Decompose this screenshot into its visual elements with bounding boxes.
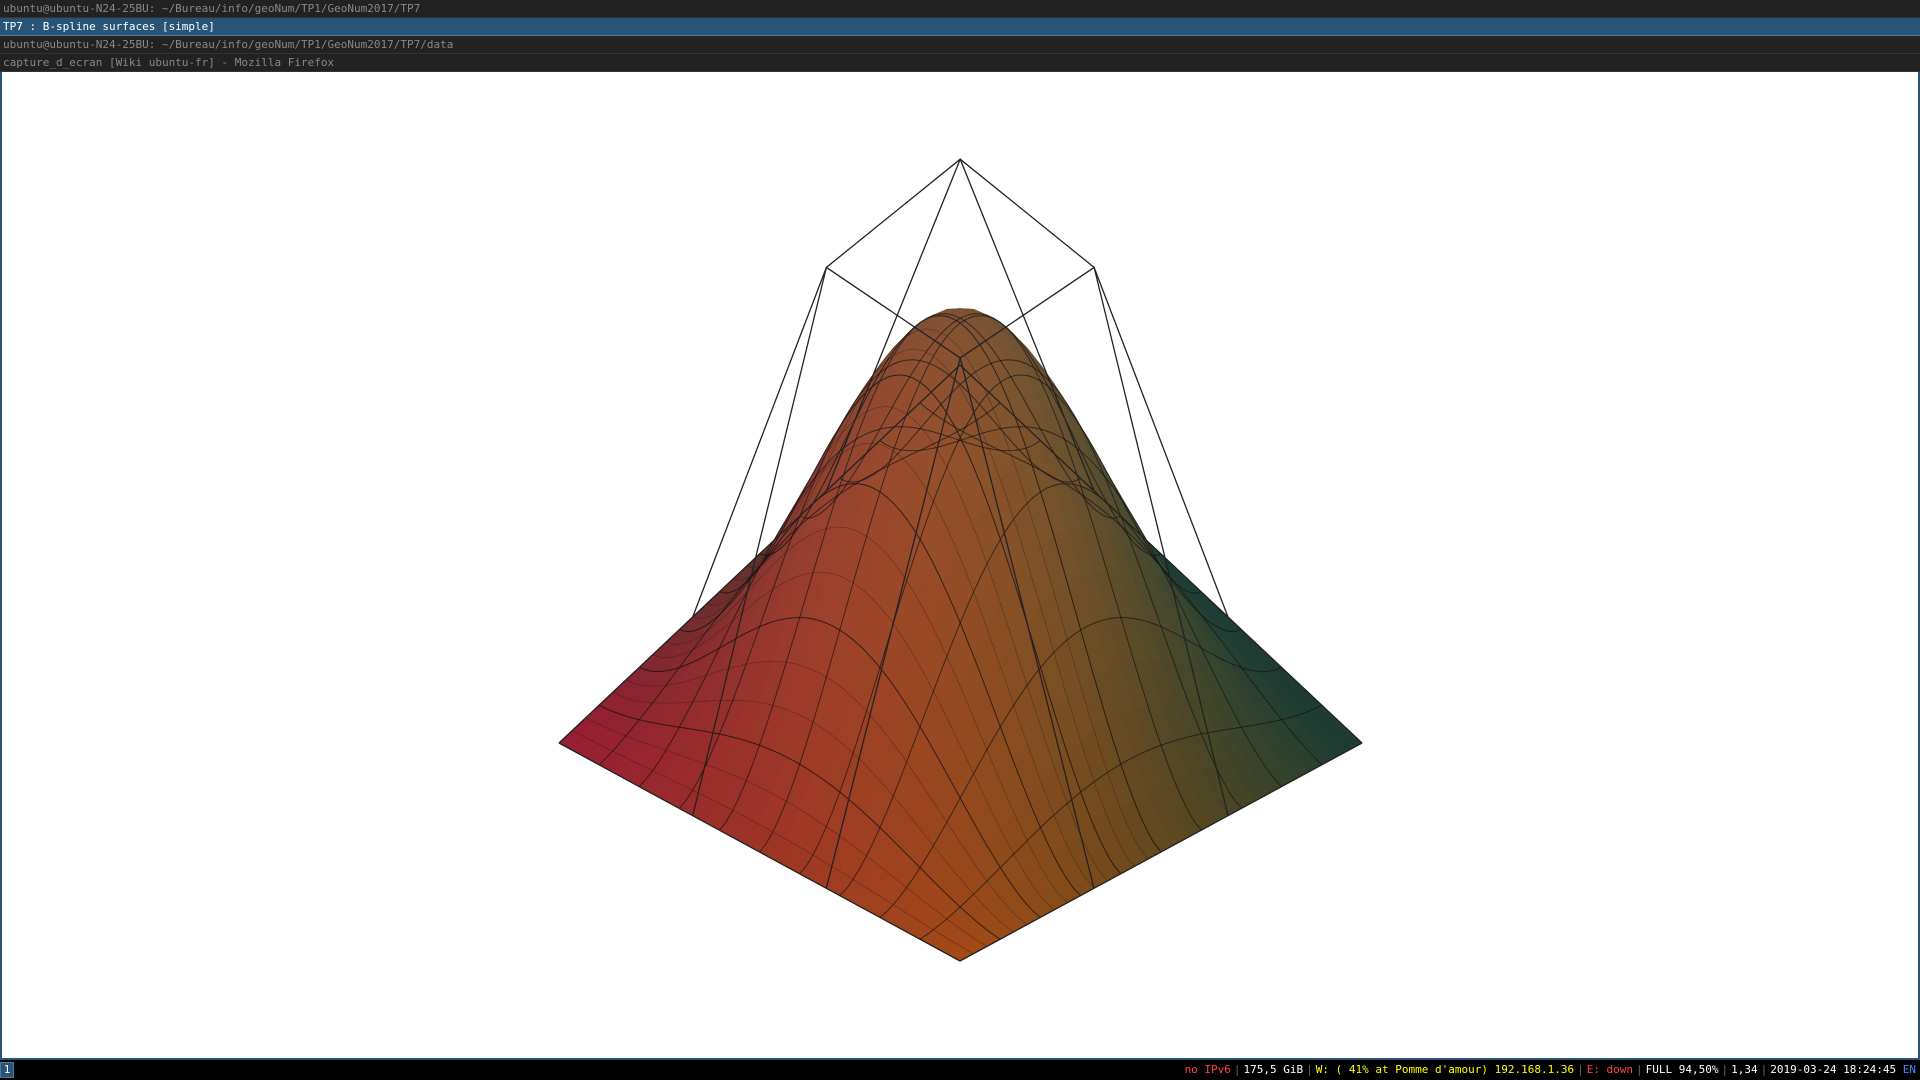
control-line bbox=[959, 364, 1363, 744]
lang-status: EN bbox=[1902, 1063, 1916, 1076]
control-line bbox=[558, 364, 961, 744]
datetime-status: 2019-03-24 18:24:45 bbox=[1770, 1063, 1897, 1076]
control-line bbox=[959, 742, 1363, 962]
fine-line bbox=[585, 717, 988, 947]
control-line bbox=[558, 742, 961, 962]
status-blocks: no IPv6 | 175,5 GiB | W: ( 41% at Pomme d'am… bbox=[1184, 1063, 1916, 1076]
control-line bbox=[825, 158, 1229, 816]
bspline-surface-render bbox=[558, 158, 1363, 962]
fine-line bbox=[572, 730, 974, 955]
fine-line bbox=[598, 704, 1001, 940]
iso-line bbox=[839, 359, 1242, 809]
control-line bbox=[825, 266, 1229, 889]
control-line bbox=[692, 266, 1095, 889]
control-line bbox=[692, 158, 1095, 816]
ipv6-status: no IPv6 bbox=[1184, 1063, 1231, 1076]
iso-line bbox=[799, 374, 1202, 875]
iso-line bbox=[919, 704, 1323, 940]
control-polygon bbox=[558, 158, 1363, 962]
fine-line bbox=[692, 442, 1095, 889]
load-status: 1,34 bbox=[1731, 1063, 1758, 1076]
window-title-firefox[interactable]: capture_d_ecran [Wiki ubuntu-fr] - Mozil… bbox=[0, 54, 1920, 72]
fine-line bbox=[665, 526, 1068, 904]
fine-line bbox=[625, 660, 1028, 926]
iso-line bbox=[759, 315, 1162, 853]
fine-line bbox=[679, 483, 1081, 896]
wifi-status: W: ( 41% at Pomme d'amour) 192.168.1.36 bbox=[1315, 1063, 1575, 1076]
i3-statusbar: 1 no IPv6 | 175,5 GiB | W: ( 41% at Pomme d'… bbox=[0, 1060, 1920, 1080]
iso-line bbox=[879, 616, 1282, 918]
ethernet-status: E: down bbox=[1586, 1063, 1634, 1076]
surface-mesh bbox=[558, 308, 1363, 962]
window-title-bspline-viewer[interactable]: TP7 : B-spline surfaces [simple] bbox=[0, 18, 1920, 36]
fine-line bbox=[639, 617, 1041, 918]
iso-line bbox=[879, 426, 1282, 787]
fine-line bbox=[759, 315, 1162, 853]
fine-line bbox=[732, 348, 1135, 867]
fine-line bbox=[612, 692, 1014, 933]
disk-status: 175,5 GiB bbox=[1243, 1063, 1304, 1076]
battery-status: FULL 94,50% bbox=[1645, 1063, 1719, 1076]
iso-line bbox=[919, 402, 1323, 766]
fine-line bbox=[746, 328, 1148, 860]
fine-line bbox=[719, 374, 1122, 875]
opengl-canvas[interactable] bbox=[0, 72, 1920, 1060]
fine-line bbox=[652, 571, 1055, 911]
iso-line bbox=[839, 483, 1242, 896]
workspace-button[interactable]: 1 bbox=[0, 1062, 14, 1078]
window-title-terminal-data[interactable]: ubuntu@ubuntu-N24-25BU: ~/Bureau/info/ge… bbox=[0, 36, 1920, 54]
window-title-terminal-tp7[interactable]: ubuntu@ubuntu-N24-25BU: ~/Bureau/info/ge… bbox=[0, 0, 1920, 18]
